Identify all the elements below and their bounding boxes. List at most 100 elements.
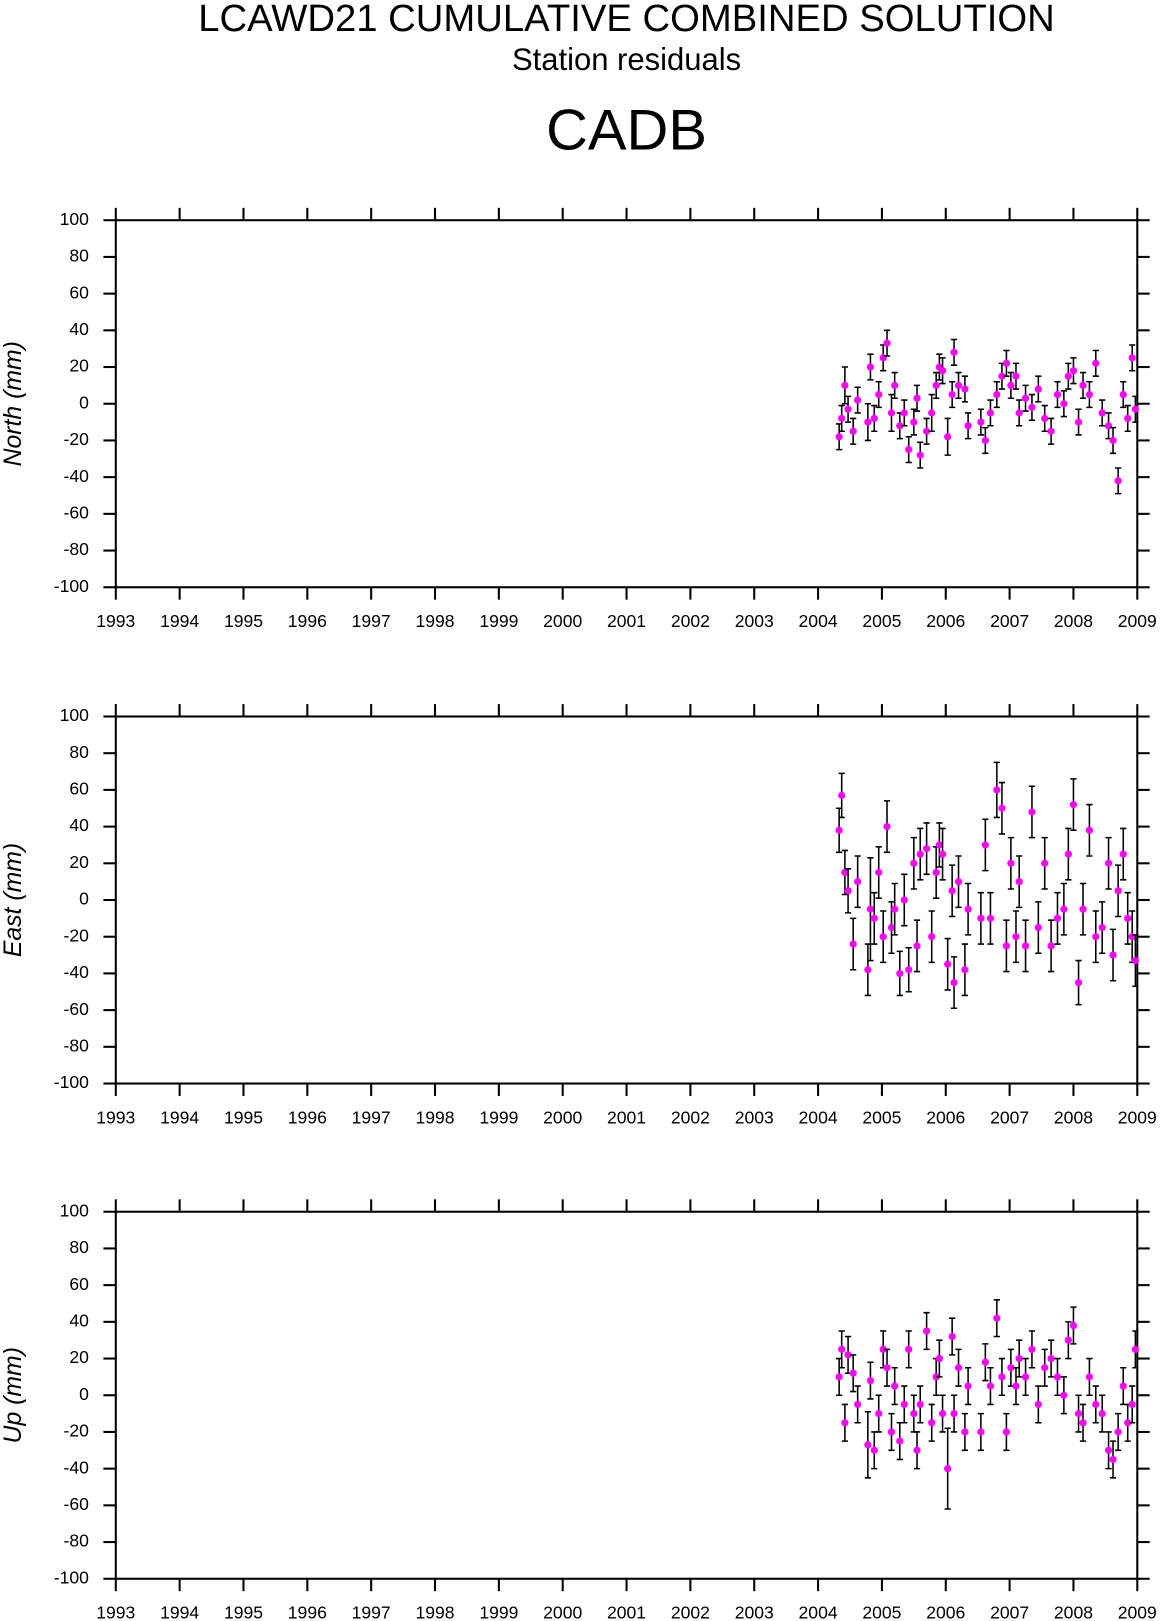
data-point xyxy=(1064,850,1072,858)
x-tick-label: 1995 xyxy=(224,611,263,631)
data-point xyxy=(870,414,878,423)
data-point xyxy=(1028,808,1036,816)
data-point xyxy=(835,826,843,834)
data-point xyxy=(913,1446,921,1454)
data-point xyxy=(944,960,952,968)
data-point xyxy=(841,1419,849,1427)
data-point xyxy=(900,409,908,417)
data-point xyxy=(1085,826,1094,834)
y-tick-label: 60 xyxy=(69,1274,89,1294)
data-point xyxy=(961,385,969,393)
y-tick-label: 20 xyxy=(69,852,89,872)
data-point xyxy=(879,1345,887,1353)
y-tick-label: -20 xyxy=(64,1421,90,1441)
data-point xyxy=(1119,850,1127,858)
data-point xyxy=(875,868,883,877)
data-point xyxy=(928,933,936,941)
data-point xyxy=(854,878,862,886)
data-point xyxy=(977,418,985,426)
data-point xyxy=(1085,390,1094,399)
y-axis-label: Up (mm) xyxy=(0,1347,27,1443)
data-point xyxy=(932,868,940,877)
data-point xyxy=(849,427,857,435)
station-name: CADB xyxy=(546,99,707,163)
data-point xyxy=(1109,1455,1117,1464)
data-point xyxy=(981,1358,989,1366)
data-point xyxy=(835,1373,843,1381)
data-point xyxy=(1114,477,1122,485)
data-point xyxy=(1034,923,1042,932)
data-point xyxy=(1069,1321,1078,1330)
data-point xyxy=(1002,942,1011,950)
x-tick-label: 2004 xyxy=(799,1603,838,1621)
x-tick-label: 2003 xyxy=(735,1603,774,1621)
data-point xyxy=(879,933,887,941)
data-point xyxy=(993,390,1001,399)
data-point xyxy=(961,1428,969,1436)
x-tick-label: 1995 xyxy=(224,1107,263,1127)
data-point xyxy=(1064,372,1072,380)
data-point xyxy=(1060,1391,1068,1399)
x-tick-label: 2003 xyxy=(735,611,774,631)
x-tick-label: 2005 xyxy=(862,611,901,631)
y-tick-label: 80 xyxy=(69,742,89,762)
data-point xyxy=(883,339,891,347)
data-point xyxy=(1021,1373,1030,1381)
x-tick-label: 1996 xyxy=(288,1107,327,1127)
data-point xyxy=(838,414,846,423)
x-tick-label: 2004 xyxy=(799,611,838,631)
data-point xyxy=(938,367,947,375)
data-point xyxy=(1047,427,1055,435)
data-point xyxy=(954,381,963,390)
y-tick-label: -40 xyxy=(64,962,90,982)
data-point xyxy=(950,1409,958,1418)
x-tick-label: 1999 xyxy=(479,1603,518,1621)
data-point xyxy=(866,363,875,371)
data-point xyxy=(935,841,943,849)
data-point xyxy=(1007,1364,1015,1372)
data-point xyxy=(1131,405,1139,413)
x-tick-label: 2009 xyxy=(1118,1603,1157,1621)
data-point xyxy=(1041,1364,1049,1372)
data-point xyxy=(841,381,849,390)
x-tick-label: 2001 xyxy=(607,1603,646,1621)
y-tick-label: -100 xyxy=(54,1072,89,1092)
data-point xyxy=(1060,905,1068,913)
data-point xyxy=(870,1446,878,1454)
x-tick-label: 2008 xyxy=(1054,1107,1093,1127)
data-point xyxy=(1131,956,1139,965)
x-tick-label: 2006 xyxy=(926,1107,965,1127)
y-tick-label: -60 xyxy=(64,1494,90,1514)
data-point xyxy=(900,896,908,904)
data-point xyxy=(1002,1428,1011,1436)
y-tick-label: -40 xyxy=(64,1457,90,1477)
data-point xyxy=(950,348,958,356)
data-point xyxy=(1041,414,1049,423)
data-point xyxy=(910,859,918,867)
data-point xyxy=(1128,1400,1136,1409)
plot-frame xyxy=(114,219,1139,589)
x-tick-label: 2002 xyxy=(671,1107,710,1127)
x-tick-label: 2002 xyxy=(671,1603,710,1621)
data-point xyxy=(887,923,896,932)
y-tick-label: 100 xyxy=(60,705,90,725)
data-point xyxy=(1109,951,1117,959)
y-tick-label: -60 xyxy=(64,502,90,522)
data-point xyxy=(866,1376,875,1385)
x-tick-label: 1998 xyxy=(415,1107,454,1127)
y-tick-label: 0 xyxy=(79,392,89,412)
x-tick-label: 2001 xyxy=(607,1107,646,1127)
data-point xyxy=(1128,354,1136,362)
data-point xyxy=(1012,1382,1020,1390)
data-point xyxy=(849,940,857,948)
data-point xyxy=(1041,859,1049,867)
data-point xyxy=(981,436,989,445)
data-point xyxy=(1079,381,1087,390)
y-tick-label: -80 xyxy=(64,1531,90,1551)
x-tick-label: 2000 xyxy=(543,1107,582,1127)
data-point xyxy=(1124,914,1132,922)
x-tick-label: 1993 xyxy=(96,1107,135,1127)
data-point xyxy=(1028,403,1036,412)
data-point xyxy=(932,1373,940,1381)
x-tick-label: 2007 xyxy=(990,1603,1029,1621)
